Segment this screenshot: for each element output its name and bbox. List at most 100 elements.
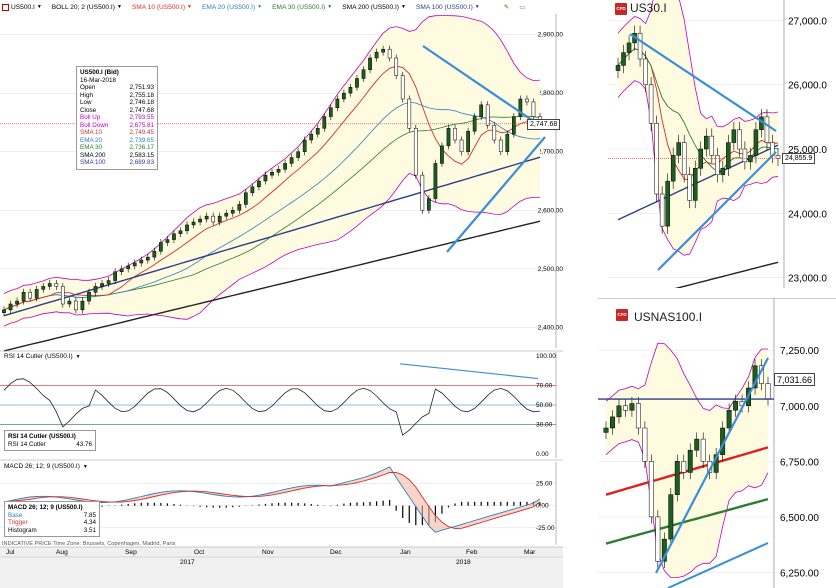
candle: [361, 69, 366, 79]
candle: [676, 142, 681, 156]
usnas-bollinger-fill: [606, 343, 768, 578]
month-label: Jul: [6, 549, 15, 556]
candle: [655, 516, 661, 562]
month-label: Mar: [524, 549, 536, 556]
chevron-down-icon: ▼: [116, 4, 122, 10]
candle: [512, 116, 516, 135]
candle: [80, 300, 85, 311]
us30-bollinger-lower: [617, 80, 779, 256]
candle: [211, 215, 216, 223]
candle: [518, 98, 523, 117]
collapse-icon[interactable]: ▭: [519, 4, 526, 11]
chevron-down-icon[interactable]: ▼: [75, 353, 81, 360]
candle: [720, 168, 726, 175]
candle: [217, 215, 222, 223]
candle: [74, 300, 78, 311]
symbol-icon: [2, 3, 9, 11]
usnas-bollinger-upper: [605, 342, 769, 411]
candle: [731, 129, 737, 143]
macd-tick-label: -25.00: [536, 525, 555, 532]
macd-infobox: MACD 26; 12; 9 (US500.I) Base 7.85 Trigger…: [4, 501, 100, 537]
candle: [670, 155, 676, 182]
rsi-tick-label: 30.00: [536, 422, 553, 429]
trendline-upper: [422, 45, 546, 130]
candle: [204, 215, 209, 220]
candle: [60, 286, 65, 305]
sma200-selector[interactable]: SMA 200 (US500.I) ▼: [342, 3, 406, 11]
rsi-header: RSI 14 Cutler (US500.I) ▼: [4, 353, 81, 360]
candle: [466, 130, 470, 152]
chevron-down-icon[interactable]: ▼: [82, 463, 88, 470]
candle: [8, 303, 13, 311]
draw-tool-icon[interactable]: ✎: [503, 4, 510, 11]
candle: [648, 84, 654, 124]
candle: [648, 461, 654, 518]
candle: [145, 256, 150, 261]
infobox-row: Boll Up 2,793.55: [80, 114, 154, 121]
infobox-row: EMA 20 2,739.65: [80, 136, 154, 144]
usnas-tick-label: 6,750.00: [780, 457, 819, 468]
month-label: Nov: [262, 549, 274, 556]
candle: [198, 218, 202, 223]
candle: [626, 42, 632, 53]
candle: [427, 198, 431, 211]
candle: [659, 193, 665, 227]
candle: [387, 48, 392, 59]
candle: [342, 92, 346, 100]
candle: [726, 142, 731, 169]
sma10-selector[interactable]: SMA 10 (US500.I) ▼: [131, 3, 192, 11]
ema30-selector[interactable]: EMA 30 (US500.I) ▼: [272, 3, 333, 11]
candle: [289, 157, 294, 164]
us30-title: US30.I: [630, 1, 667, 15]
candle: [185, 224, 189, 232]
symbol-selector[interactable]: US500.I ▼: [2, 3, 42, 11]
candle: [629, 403, 635, 411]
rsi-tick-label: 70.00: [536, 382, 553, 389]
candle: [622, 405, 628, 411]
candle: [21, 292, 26, 302]
boll-selector[interactable]: BOLL 20; 2 (US500.I) ▼: [51, 3, 122, 11]
candle: [230, 210, 235, 214]
candle: [15, 300, 19, 305]
sma100-line: [3, 156, 541, 317]
y-tick-label: 2,400.00: [538, 324, 563, 331]
candle: [54, 283, 59, 287]
bollinger-upper: [3, 15, 541, 294]
usnas-chart-svg: 7,250.00 7,000.00 6,750.00 6,500.00 6,250.00: [598, 298, 836, 588]
month-label: Sep: [125, 549, 137, 556]
candle: [635, 403, 641, 429]
candle: [165, 239, 170, 243]
candle: [681, 461, 687, 473]
candle: [47, 283, 52, 287]
candle: [610, 416, 615, 429]
chevron-down-icon: ▼: [187, 4, 192, 10]
sma100-selector[interactable]: SMA 100 (US500.I) ▼: [415, 3, 480, 11]
chevron-down-icon: ▼: [474, 4, 480, 10]
candle: [400, 75, 405, 100]
candle: [665, 180, 670, 227]
candle: [322, 116, 327, 129]
us30-tick-label: 23,000.0: [788, 274, 827, 285]
bollinger-lower: [3, 172, 540, 327]
rsi-infobox: RSI 14 Cutler (US500.I) RSI 14 Cutler 43.…: [4, 430, 96, 451]
us30-panel: 27,000.0 26,000.0 25,000.0 24,000.0 23,000.0…: [608, 0, 836, 288]
rsi-tick-label: 100.00: [536, 353, 556, 360]
candle: [692, 168, 698, 201]
macd-tick-label: 0.00: [536, 503, 549, 510]
candle: [100, 283, 104, 287]
ema20-selector[interactable]: EMA 20 (US500.I) ▼: [202, 3, 263, 11]
rsi-tick-label: 50.00: [536, 402, 553, 409]
us30-trendline-lower: [657, 151, 777, 271]
candle: [643, 58, 648, 85]
month-label: Aug: [56, 549, 68, 556]
infobox-row: SMA 10 2,749.45: [80, 129, 154, 136]
infobox-row: SMA 100 2,689.83: [80, 159, 154, 166]
candle: [440, 145, 444, 164]
y-tick-label: 2,700.00: [538, 149, 563, 156]
candle: [433, 163, 438, 199]
candle: [654, 123, 659, 195]
usnas-price-badge: 7,031.66: [774, 373, 816, 386]
time-axis-bg: [0, 547, 563, 588]
candle: [765, 383, 771, 399]
infobox-title: US500.I (Bid): [80, 69, 119, 76]
